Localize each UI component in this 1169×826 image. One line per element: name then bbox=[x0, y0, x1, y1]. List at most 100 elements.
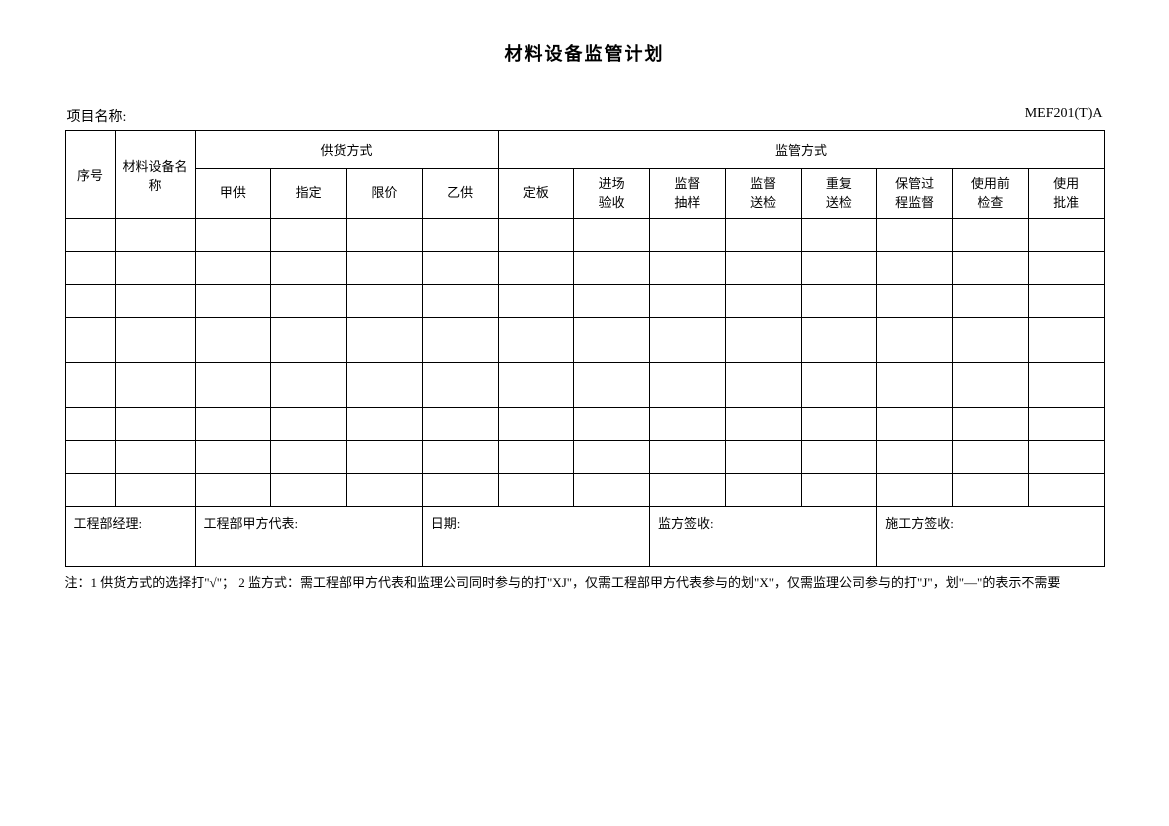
table-cell bbox=[115, 474, 195, 507]
table-cell bbox=[347, 252, 423, 285]
table-cell bbox=[422, 408, 498, 441]
table-cell bbox=[725, 219, 801, 252]
table-cell bbox=[725, 252, 801, 285]
table-cell bbox=[801, 318, 877, 363]
table-cell bbox=[1028, 285, 1104, 318]
table-cell bbox=[953, 441, 1029, 474]
table-cell bbox=[498, 408, 574, 441]
table-cell bbox=[650, 285, 726, 318]
col-group-supervision: 监管方式 bbox=[498, 131, 1104, 169]
table-row bbox=[65, 441, 1104, 474]
table-row bbox=[65, 474, 1104, 507]
table-cell bbox=[195, 318, 271, 363]
table-cell bbox=[877, 363, 953, 408]
col-header-sub: 重复送检 bbox=[801, 169, 877, 219]
col-header-material-name: 材料设备名称 bbox=[115, 131, 195, 219]
table-cell bbox=[115, 285, 195, 318]
table-cell bbox=[271, 363, 347, 408]
table-cell bbox=[574, 441, 650, 474]
table-cell bbox=[1028, 219, 1104, 252]
form-code: MEF201(T)A bbox=[1025, 106, 1103, 126]
table-cell bbox=[725, 474, 801, 507]
table-cell bbox=[422, 363, 498, 408]
table-cell bbox=[877, 441, 953, 474]
table-cell bbox=[498, 219, 574, 252]
table-cell bbox=[725, 285, 801, 318]
table-cell bbox=[271, 441, 347, 474]
table-cell bbox=[877, 318, 953, 363]
col-header-sub: 保管过程监督 bbox=[877, 169, 953, 219]
header-row: 项目名称: MEF201(T)A bbox=[65, 106, 1105, 126]
table-cell bbox=[801, 363, 877, 408]
table-cell bbox=[1028, 363, 1104, 408]
page-title: 材料设备监管计划 bbox=[65, 40, 1105, 66]
table-cell bbox=[347, 285, 423, 318]
table-cell bbox=[271, 474, 347, 507]
table-cell bbox=[877, 474, 953, 507]
table-cell bbox=[801, 252, 877, 285]
table-cell bbox=[650, 252, 726, 285]
table-cell bbox=[801, 441, 877, 474]
table-cell bbox=[115, 408, 195, 441]
project-label: 项目名称: bbox=[67, 106, 127, 126]
table-cell bbox=[1028, 408, 1104, 441]
table-cell bbox=[347, 363, 423, 408]
col-header-sub: 监督送检 bbox=[725, 169, 801, 219]
table-cell bbox=[650, 318, 726, 363]
col-header-sub: 监督抽样 bbox=[650, 169, 726, 219]
table-cell bbox=[953, 219, 1029, 252]
table-cell bbox=[195, 219, 271, 252]
table-cell bbox=[115, 318, 195, 363]
table-cell bbox=[347, 474, 423, 507]
table-cell bbox=[953, 408, 1029, 441]
signature-row: 工程部经理:工程部甲方代表:日期:监方签收:施工方签收: bbox=[65, 507, 1104, 567]
col-header-sub: 指定 bbox=[271, 169, 347, 219]
table-cell bbox=[65, 318, 115, 363]
table-cell bbox=[65, 441, 115, 474]
table-row bbox=[65, 318, 1104, 363]
table-cell bbox=[195, 285, 271, 318]
table-cell bbox=[498, 252, 574, 285]
table-cell bbox=[422, 441, 498, 474]
table-cell bbox=[271, 219, 347, 252]
table-cell bbox=[953, 285, 1029, 318]
table-cell bbox=[115, 252, 195, 285]
sig-manager: 工程部经理: bbox=[65, 507, 195, 567]
col-header-sub: 乙供 bbox=[422, 169, 498, 219]
table-cell bbox=[422, 285, 498, 318]
table-cell bbox=[115, 363, 195, 408]
table-cell bbox=[65, 252, 115, 285]
table-cell bbox=[650, 474, 726, 507]
table-cell bbox=[877, 285, 953, 318]
table-cell bbox=[498, 318, 574, 363]
table-cell bbox=[1028, 441, 1104, 474]
table-cell bbox=[498, 363, 574, 408]
table-cell bbox=[574, 363, 650, 408]
table-cell bbox=[271, 252, 347, 285]
table-cell bbox=[877, 219, 953, 252]
table-cell bbox=[271, 285, 347, 318]
table-cell bbox=[953, 252, 1029, 285]
table-cell bbox=[801, 285, 877, 318]
sig-contractor: 施工方签收: bbox=[877, 507, 1104, 567]
table-cell bbox=[195, 441, 271, 474]
table-cell bbox=[574, 318, 650, 363]
col-header-sub: 使用批准 bbox=[1028, 169, 1104, 219]
table-cell bbox=[347, 219, 423, 252]
table-cell bbox=[650, 441, 726, 474]
table-cell bbox=[953, 363, 1029, 408]
table-cell bbox=[1028, 252, 1104, 285]
table-cell bbox=[650, 363, 726, 408]
table-cell bbox=[65, 408, 115, 441]
table-cell bbox=[498, 441, 574, 474]
table-cell bbox=[422, 219, 498, 252]
table-cell bbox=[195, 408, 271, 441]
col-group-supply: 供货方式 bbox=[195, 131, 498, 169]
table-cell bbox=[347, 408, 423, 441]
sig-date: 日期: bbox=[422, 507, 649, 567]
table-cell bbox=[574, 252, 650, 285]
table-cell bbox=[877, 252, 953, 285]
table-cell bbox=[65, 474, 115, 507]
table-cell bbox=[347, 318, 423, 363]
table-cell bbox=[650, 219, 726, 252]
